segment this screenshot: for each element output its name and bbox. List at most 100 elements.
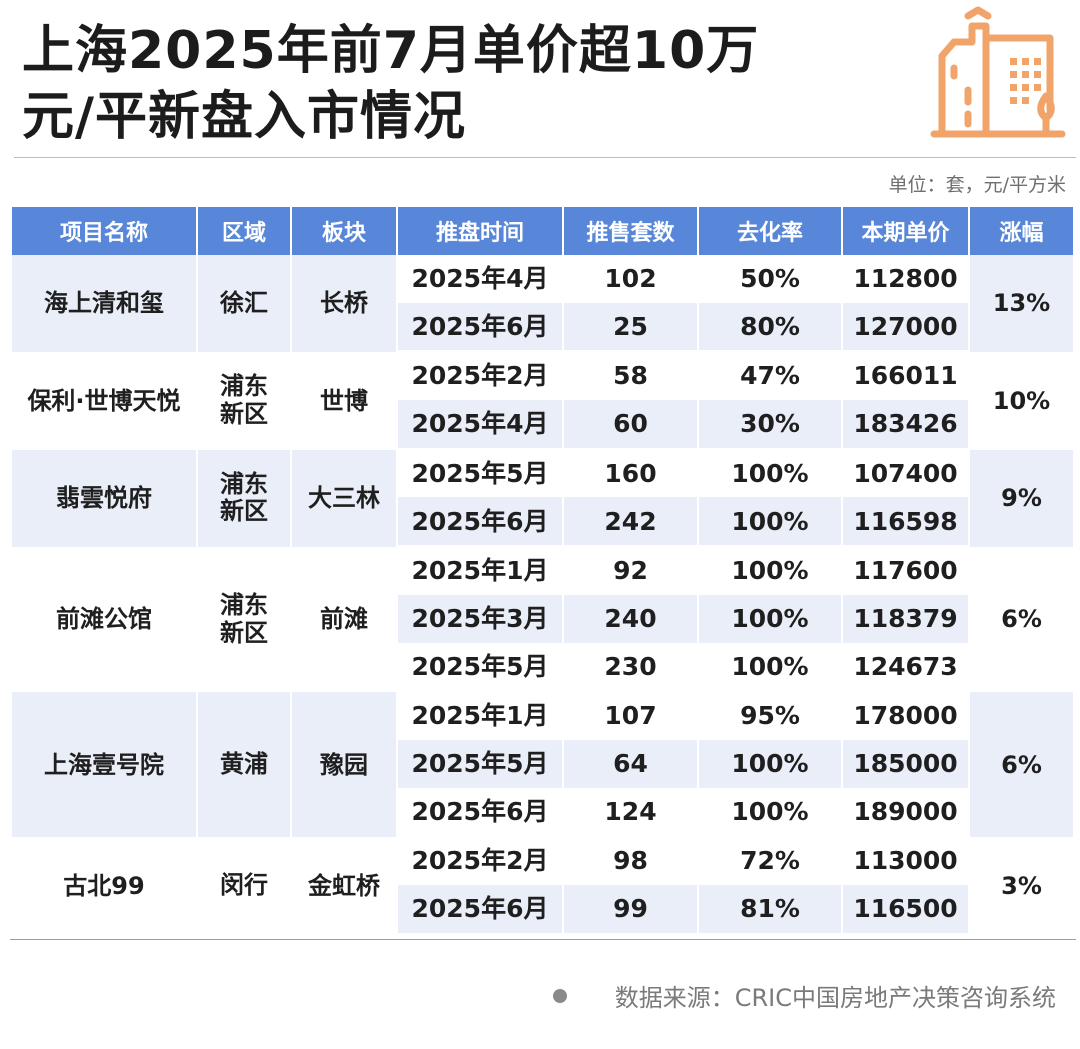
- units-cell: 124: [564, 787, 697, 838]
- header-cell: 项目名称: [12, 207, 196, 255]
- table-header-row: 项目名称 区域 板块 推盘时间 推售套数 去化率 本期单价 涨幅: [12, 207, 1073, 255]
- units-cell: 102: [564, 255, 697, 303]
- growth-cell: 6%: [970, 692, 1073, 838]
- sell-through-cell: 47%: [699, 352, 841, 401]
- area-cell: 大三林: [292, 449, 396, 548]
- units-cell: 242: [564, 497, 697, 548]
- growth-cell: 3%: [970, 837, 1073, 935]
- growth-cell: 10%: [970, 352, 1073, 450]
- unit-price-cell: 166011: [843, 352, 968, 401]
- unit-price-cell: 183426: [843, 400, 968, 450]
- growth-cell: 13%: [970, 255, 1073, 353]
- units-cell: 64: [564, 739, 697, 788]
- header-cell: 本期单价: [843, 207, 968, 255]
- sell-through-cell: 95%: [699, 692, 841, 740]
- units-cell: 25: [564, 302, 697, 353]
- units-cell: 160: [564, 449, 697, 498]
- unit-price-cell: 113000: [843, 837, 968, 885]
- table-row: 保利·世博天悦 浦东新区 世博 2025年2月 58 47% 166011 10%: [12, 352, 1073, 450]
- source-text: 数据来源：CRIC中国房地产决策咨询系统: [614, 984, 1056, 1012]
- sell-through-cell: 100%: [699, 642, 841, 693]
- district-cell: 黄浦: [198, 692, 290, 838]
- source-note: 数据来源：CRIC中国房地产决策咨询系统: [552, 978, 1056, 1013]
- unit-price-cell: 107400: [843, 449, 968, 498]
- table-row: 前滩公馆 浦东新区 前滩 2025年1月 92 100% 117600 6%: [12, 547, 1073, 693]
- sell-through-cell: 81%: [699, 884, 841, 935]
- table-row: 2025年6月 99 81% 116500: [12, 884, 1073, 935]
- push-time-cell: 2025年3月: [398, 594, 562, 643]
- district-cell: 浦东新区: [198, 547, 290, 693]
- district-cell: 浦东新区: [198, 352, 290, 450]
- header-cell: 推售套数: [564, 207, 697, 255]
- table-body: 海上清和玺 徐汇 长桥 2025年4月 102 50% 112800 13% 2025年6月 25…: [12, 255, 1073, 935]
- district-cell: 徐汇: [198, 255, 290, 353]
- area-cell: 豫园: [292, 692, 396, 838]
- buildings-icon: [930, 6, 1066, 138]
- table-row: 2025年4月 60 30% 183426: [12, 400, 1073, 450]
- unit-price-cell: 189000: [843, 787, 968, 838]
- project-name-cell: 前滩公馆: [12, 547, 196, 693]
- area-cell: 世博: [292, 352, 396, 450]
- push-time-cell: 2025年6月: [398, 884, 562, 935]
- units-cell: 99: [564, 884, 697, 935]
- sell-through-cell: 30%: [699, 400, 841, 450]
- bullet-dot-icon: [552, 989, 567, 1003]
- push-time-cell: 2025年2月: [398, 837, 562, 885]
- units-cell: 98: [564, 837, 697, 885]
- units-cell: 92: [564, 547, 697, 595]
- project-name-cell: 翡雲悦府: [12, 449, 196, 548]
- unit-price-cell: 127000: [843, 302, 968, 353]
- area-cell: 前滩: [292, 547, 396, 693]
- table-row: 2025年6月 242 100% 116598: [12, 497, 1073, 548]
- header-cell: 推盘时间: [398, 207, 562, 255]
- unit-price-cell: 185000: [843, 739, 968, 788]
- push-time-cell: 2025年6月: [398, 497, 562, 548]
- unit-price-cell: 112800: [843, 255, 968, 303]
- push-time-cell: 2025年4月: [398, 400, 562, 450]
- table-row: 2025年3月 240 100% 118379: [12, 594, 1073, 643]
- table-row: 2025年6月 124 100% 189000: [12, 787, 1073, 838]
- unit-note: 单位：套，元/平方米: [888, 174, 1066, 196]
- title-line-2: 元/平新盘入市情况: [22, 87, 466, 147]
- table-row: 上海壹号院 黄浦 豫园 2025年1月 107 95% 178000 6%: [12, 692, 1073, 838]
- header-cell: 板块: [292, 207, 396, 255]
- growth-cell: 9%: [970, 449, 1073, 548]
- push-time-cell: 2025年1月: [398, 547, 562, 595]
- table-row: 2025年5月 230 100% 124673: [12, 642, 1073, 693]
- project-name-cell: 上海壹号院: [12, 692, 196, 838]
- bottom-divider: [10, 939, 1076, 940]
- units-cell: 240: [564, 594, 697, 643]
- growth-cell: 6%: [970, 547, 1073, 693]
- table-row: 古北99 闵行 金虹桥 2025年2月 98 72% 113000 3%: [12, 837, 1073, 935]
- table-row: 2025年5月 64 100% 185000: [12, 739, 1073, 788]
- sell-through-cell: 50%: [699, 255, 841, 303]
- project-name-cell: 海上清和玺: [12, 255, 196, 353]
- sell-through-cell: 72%: [699, 837, 841, 885]
- push-time-cell: 2025年5月: [398, 449, 562, 498]
- unit-price-cell: 124673: [843, 642, 968, 693]
- table-row: 翡雲悦府 浦东新区 大三林 2025年5月 160 100% 107400 9%: [12, 449, 1073, 548]
- unit-price-cell: 178000: [843, 692, 968, 740]
- table-row: 2025年6月 25 80% 127000: [12, 302, 1073, 353]
- unit-price-cell: 118379: [843, 594, 968, 643]
- page-title: 上海2025年前7月单价超10万 元/平新盘入市情况: [22, 18, 759, 150]
- price-table: 项目名称 区域 板块 推盘时间 推售套数 去化率 本期单价 涨幅 海上清和玺 徐汇…: [10, 207, 1075, 935]
- project-name-cell: 古北99: [12, 837, 196, 935]
- sell-through-cell: 100%: [699, 497, 841, 548]
- push-time-cell: 2025年6月: [398, 302, 562, 353]
- push-time-cell: 2025年2月: [398, 352, 562, 401]
- units-cell: 230: [564, 642, 697, 693]
- units-cell: 58: [564, 352, 697, 401]
- sell-through-cell: 100%: [699, 547, 841, 595]
- push-time-cell: 2025年1月: [398, 692, 562, 740]
- header-cell: 涨幅: [970, 207, 1073, 255]
- sell-through-cell: 100%: [699, 449, 841, 498]
- area-cell: 金虹桥: [292, 837, 396, 935]
- units-cell: 107: [564, 692, 697, 740]
- header-cell: 去化率: [699, 207, 841, 255]
- sell-through-cell: 100%: [699, 594, 841, 643]
- unit-price-cell: 117600: [843, 547, 968, 595]
- unit-price-cell: 116500: [843, 884, 968, 935]
- push-time-cell: 2025年6月: [398, 787, 562, 838]
- title-line-1: 上海2025年前7月单价超10万: [22, 21, 760, 81]
